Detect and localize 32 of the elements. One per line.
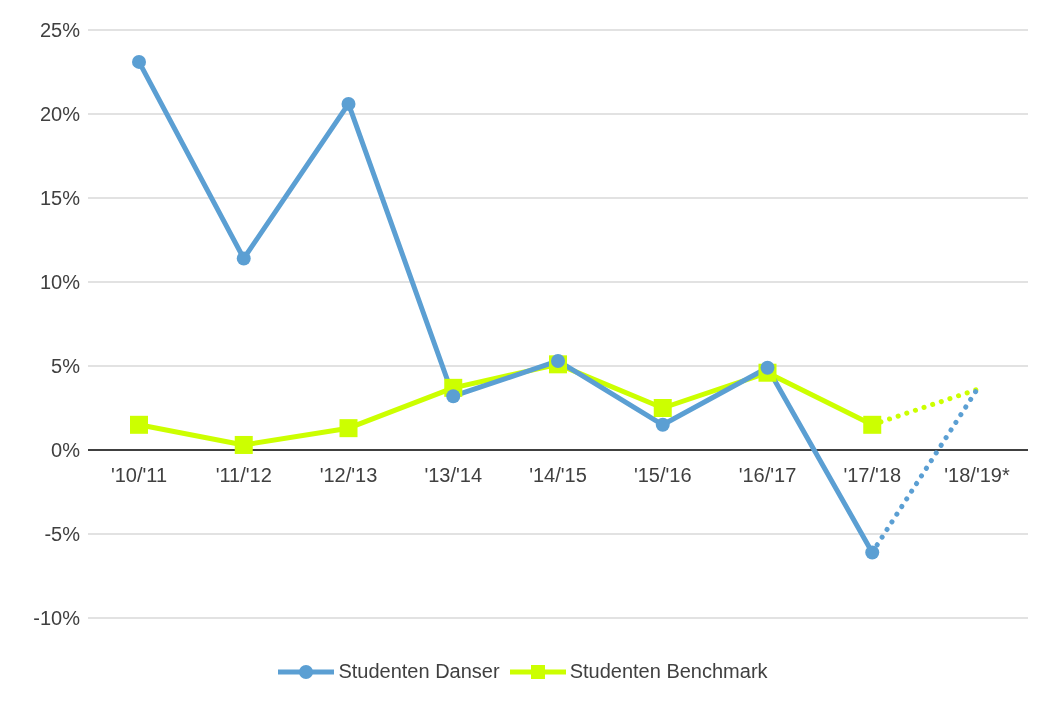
x-tick-label: '18/'19*: [944, 464, 1010, 486]
x-tick-label: '11/'12: [215, 464, 272, 486]
point: [130, 415, 148, 434]
y-tick-label: -10%: [33, 607, 81, 630]
point: [653, 399, 672, 417]
legend-label: Studenten Benchmark: [569, 660, 768, 683]
y-tick-label: 5%: [51, 355, 81, 378]
point: [132, 54, 146, 69]
y-tick-label: 0%: [51, 439, 81, 462]
x-tick-label: '16/'17: [738, 464, 797, 486]
y-tick-label: -5%: [44, 523, 81, 546]
x-tick-label: '12/'13: [319, 464, 378, 486]
point: [760, 360, 775, 375]
y-tick-label: 25%: [39, 19, 81, 42]
point: [865, 545, 880, 560]
x-tick-label: '10/'11: [110, 464, 168, 486]
y-tick-label: 15%: [39, 187, 81, 210]
x-tick-label: '13/'14: [424, 464, 483, 486]
point: [339, 419, 358, 438]
x-tick-label: '17/'18: [843, 464, 902, 486]
x-tick-label: '15/'16: [633, 464, 692, 486]
point: [341, 96, 356, 111]
point: [234, 435, 253, 454]
legend-label: Studenten Danser: [338, 660, 500, 683]
point: [551, 353, 565, 368]
y-tick-label: 10%: [39, 271, 81, 294]
point: [863, 415, 882, 434]
point: [446, 389, 461, 404]
x-tick-label: '14/'15: [529, 464, 587, 486]
y-tick-label: 20%: [39, 103, 81, 126]
point: [655, 417, 670, 432]
point: [236, 251, 251, 266]
